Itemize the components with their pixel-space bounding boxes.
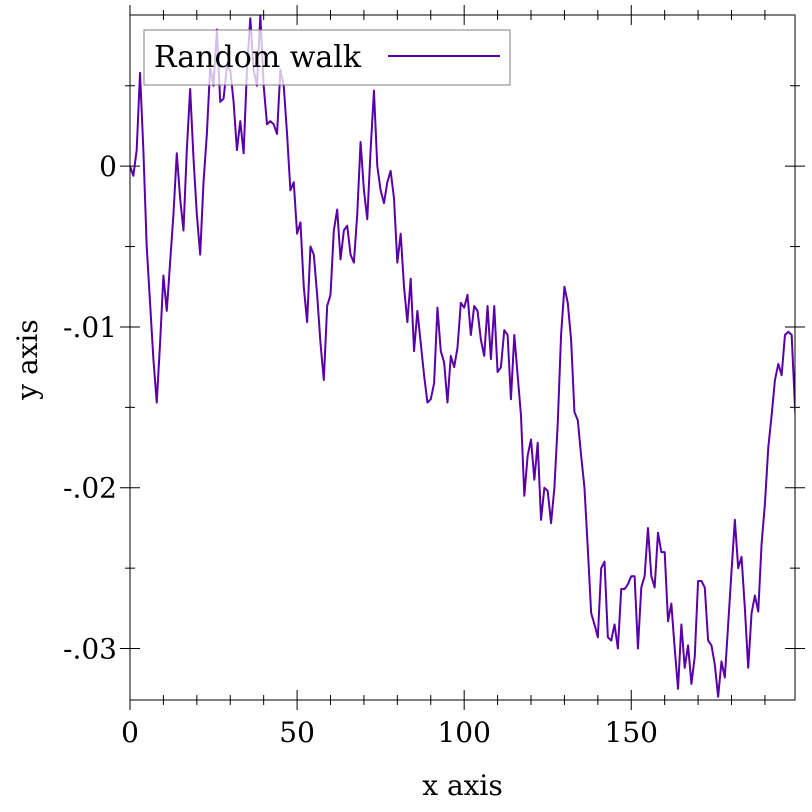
x-tick-labels: 0 50 100 150 bbox=[121, 716, 658, 749]
x-tick-label: 100 bbox=[437, 716, 490, 749]
x-tick-label: 50 bbox=[279, 716, 315, 749]
x-axis-title: x axis bbox=[422, 769, 503, 802]
x-tick-label: 150 bbox=[605, 716, 658, 749]
series-layer bbox=[130, 15, 795, 698]
y-tick-label: -.01 bbox=[63, 311, 117, 344]
series-line bbox=[130, 15, 795, 698]
plot-frame bbox=[129, 14, 796, 701]
axis-ticks bbox=[120, 5, 805, 710]
legend-box bbox=[143, 29, 511, 86]
x-tick-label: 0 bbox=[121, 716, 139, 749]
legend: Random walk bbox=[143, 29, 511, 86]
y-tick-label: -.03 bbox=[63, 633, 117, 666]
y-axis-title: y axis bbox=[11, 319, 44, 401]
y-tick-labels: 0 -.01 -.02 -.03 bbox=[63, 150, 117, 665]
y-tick-label: -.02 bbox=[63, 472, 117, 505]
legend-label: Random walk bbox=[154, 40, 362, 75]
y-tick-label: 0 bbox=[99, 150, 117, 183]
